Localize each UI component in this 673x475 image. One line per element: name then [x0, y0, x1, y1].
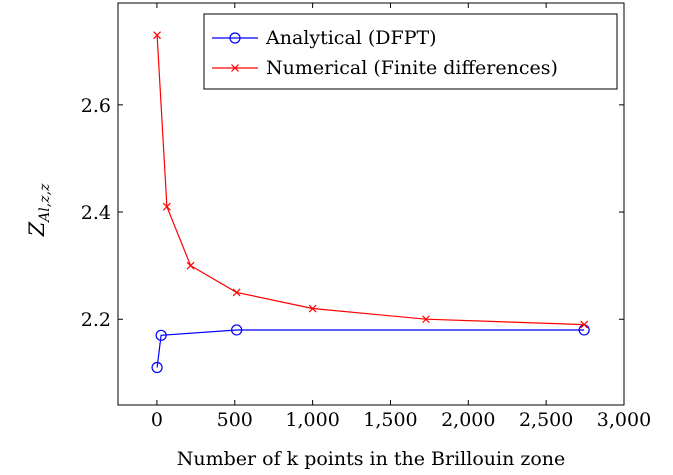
x-tick-label: 0: [151, 409, 163, 431]
legend-label-analytical: Analytical (DFPT): [265, 27, 437, 49]
data-point-circle: [231, 324, 243, 336]
y-axis-label: ZAl,z,z: [25, 183, 53, 237]
legend-marker-numerical: [231, 64, 239, 72]
y-axis-label-main: Z: [25, 221, 49, 237]
x-tick-label: 500: [217, 409, 253, 431]
axis-ticks: 0 500 1,000 1,500 2,000 2,500 3,000 2.2 2.4 2.6: [81, 3, 651, 431]
data-point-circle: [155, 329, 167, 341]
legend-label-numerical: Numerical (Finite differences): [266, 57, 558, 79]
legend: Analytical (DFPT) Numerical (Finite diff…: [203, 13, 618, 90]
x-tick-label: 1,500: [363, 409, 417, 431]
data-point-cross: [422, 315, 430, 324]
y-tick-label: 2.4: [81, 202, 111, 224]
data-point-cross: [186, 261, 195, 270]
legend-box: [203, 13, 618, 90]
x-axis-label: Number of k points in the Brillouin zone: [177, 448, 566, 470]
x-tick-label: 2,000: [441, 409, 495, 431]
y-tick-label: 2.2: [81, 309, 111, 331]
x-tick-label: 2,500: [519, 409, 573, 431]
data-point-cross: [580, 320, 589, 329]
plot-frame: [117, 2, 625, 406]
x-tick-label: 1,000: [285, 409, 339, 431]
series-layer: [151, 31, 590, 374]
series-line-0: [156, 329, 585, 368]
y-tick-label: 2.6: [81, 95, 111, 117]
data-point-cross: [232, 288, 241, 297]
legend-marker-analytical: [229, 32, 241, 44]
data-point-cross: [153, 31, 162, 40]
data-point-circle: [151, 361, 163, 374]
x-tick-label: 3,000: [597, 409, 651, 431]
data-point-cross: [308, 304, 317, 313]
y-axis-label-subscript: Al,z,z: [37, 183, 53, 224]
legend-cross: [231, 64, 239, 72]
data-point-cross: [162, 202, 171, 211]
